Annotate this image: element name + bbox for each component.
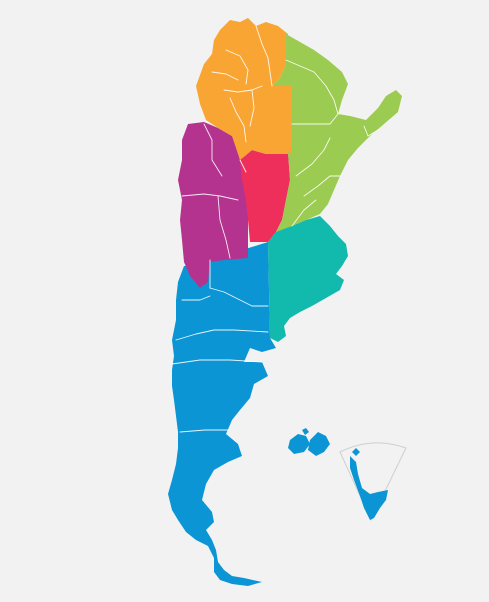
antarctic-island [352,448,360,456]
antarctic-peninsula [350,456,388,520]
region-santiago-del-estero[interactable] [240,150,290,242]
region-pampeana[interactable] [268,216,348,342]
island-small [302,428,309,435]
region-patagonia[interactable] [168,242,276,586]
region-cuyo[interactable] [178,122,248,288]
malvinas-islands [288,428,330,456]
antarctica-inset-frame [339,442,407,522]
region-nea[interactable] [272,34,402,232]
antarctica-inset [339,442,407,522]
island-east [308,432,330,456]
province-borders [171,25,379,433]
island-west [288,434,310,454]
region-noa[interactable] [196,18,292,160]
